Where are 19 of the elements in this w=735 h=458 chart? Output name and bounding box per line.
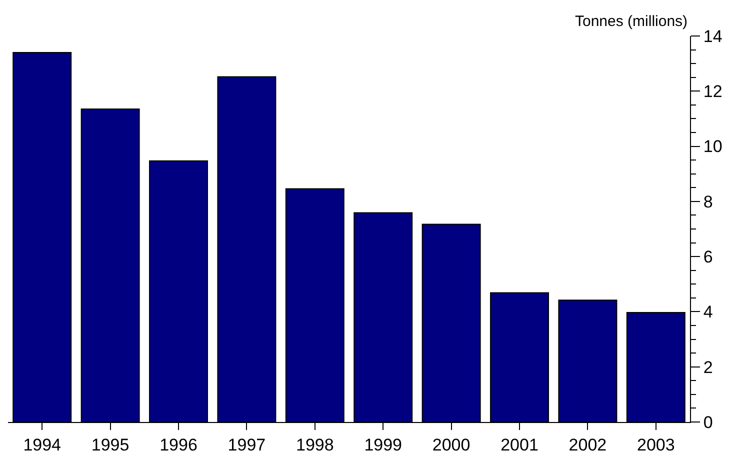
x-tick-label: 1995 [91,435,130,454]
x-tick-label: 1998 [296,435,334,454]
x-tick-label: 2000 [432,435,470,454]
y-tick-label: 6 [703,248,713,267]
y-tick-label: 2 [703,358,713,377]
x-tick-label: 1994 [23,435,62,454]
y-axis-title: Tonnes (millions) [575,13,688,30]
y-tick-label: 4 [703,302,713,322]
x-tick-label: 1997 [228,435,266,454]
x-tick-label: 2001 [500,435,538,454]
x-tick-label: 2002 [568,435,607,454]
y-tick-label: 8 [703,192,713,212]
x-tick-label: 2003 [636,435,675,454]
y-tick-label: 0 [703,412,713,432]
y-tick-label: 12 [703,82,722,102]
y-tick-label: 10 [703,137,722,156]
x-tick-label: 1999 [364,435,402,454]
x-tick-label: 1996 [160,435,198,454]
y-tick-label: 14 [703,26,722,46]
